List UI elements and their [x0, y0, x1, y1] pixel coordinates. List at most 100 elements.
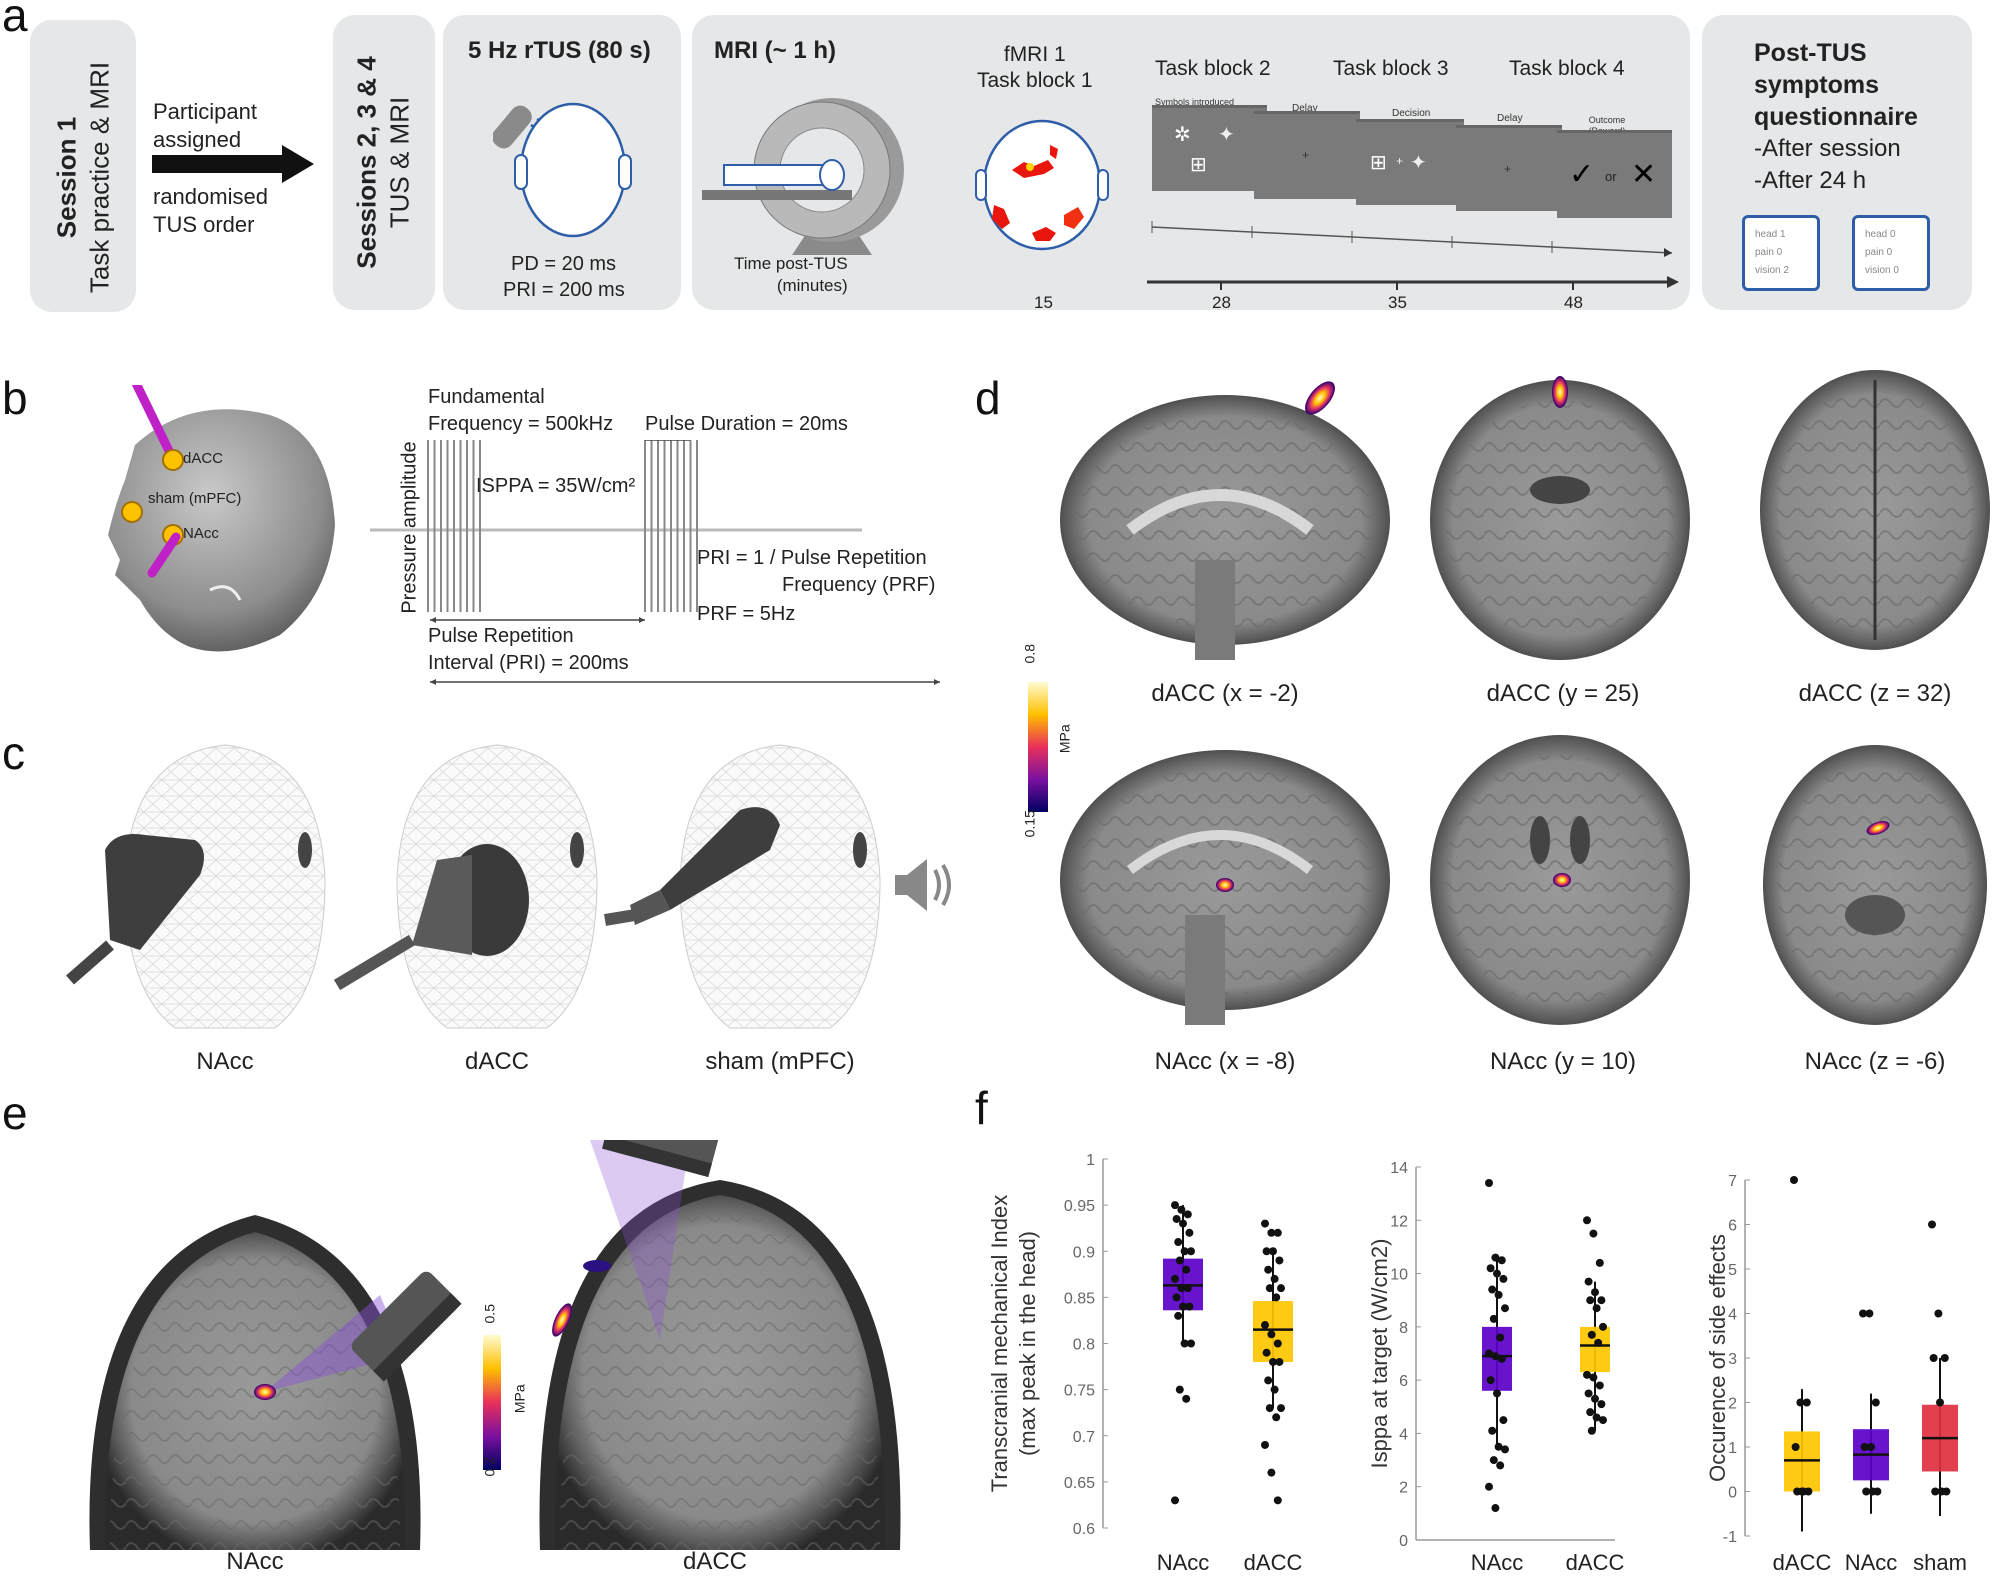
data-point: [1499, 1274, 1508, 1283]
task-screen-delay: +: [1456, 125, 1562, 211]
data-point: [1496, 1333, 1505, 1342]
hotspot-dacc-sagittal: [1000, 370, 1400, 670]
y-tick-label: 1: [1086, 1152, 1095, 1169]
data-point: [1488, 1285, 1497, 1294]
y-axis-title: (max peak in the head): [1015, 1231, 1040, 1456]
time-tick-label: 48: [1564, 293, 1583, 312]
data-point: [1180, 1247, 1189, 1256]
assign-text-top: Participant assigned: [153, 98, 257, 154]
data-point: [1277, 1404, 1285, 1413]
head-label-dacc: dACC: [464, 1048, 530, 1075]
panel-label-a: a: [2, 0, 28, 41]
data-point: [1179, 1302, 1187, 1311]
y-tick-label: -1: [1723, 1529, 1737, 1546]
data-point: [1491, 1253, 1500, 1262]
panel-label-f: f: [975, 1082, 988, 1134]
y-tick-label: 0.8: [1073, 1337, 1095, 1354]
data-point: [1589, 1229, 1598, 1238]
pri-label: Pulse Repetition: [428, 625, 574, 647]
head-nacc: [66, 744, 326, 1029]
data-point: [1934, 1309, 1943, 1318]
card-line: head 0: [1865, 229, 1896, 240]
fmri-label-line: Task block 1: [977, 69, 1093, 92]
card-line: vision 2: [1755, 265, 1789, 276]
data-point: [1273, 1228, 1282, 1237]
data-point: [1174, 1311, 1183, 1320]
data-point: [1928, 1220, 1936, 1229]
data-point: [1497, 1354, 1506, 1363]
data-point: [1171, 1496, 1179, 1505]
x-tick-label: sham: [1913, 1550, 1967, 1573]
sessions234-box: Sessions 2, 3 & 4 TUS & MRI: [333, 15, 435, 310]
coronal-slice-dacc: [1430, 376, 1690, 660]
check-icon: ✓: [1569, 158, 1595, 191]
data-point: [1262, 1348, 1271, 1357]
data-point: [1491, 1352, 1500, 1361]
y-tick-label: 0: [1728, 1485, 1737, 1502]
x-tick-label: dACC: [1244, 1550, 1303, 1573]
rtus-pri: PRI = 200 ms: [503, 279, 625, 301]
card-line: pain 0: [1865, 247, 1893, 258]
simulation-label-dacc: dACC: [682, 1548, 748, 1575]
data-point: [1172, 1293, 1181, 1302]
data-point: [1269, 1357, 1277, 1366]
data-point: [1493, 1269, 1501, 1278]
time-tick-label: 35: [1388, 293, 1407, 312]
y-tick-label: 0.85: [1064, 1290, 1095, 1307]
pri-value: Interval (PRI) = 200ms: [428, 652, 629, 674]
prf: PRF = 5Hz: [697, 603, 796, 625]
data-point: [1179, 1219, 1187, 1228]
colorbar-e: [483, 1335, 501, 1470]
data-point: [1272, 1293, 1281, 1302]
y-tick-label: 12: [1390, 1213, 1408, 1230]
card-line: pain 0: [1755, 247, 1783, 258]
data-point: [1790, 1176, 1798, 1184]
data-point: [1936, 1398, 1944, 1407]
data-point: [1270, 1274, 1279, 1283]
data-point: [1591, 1288, 1599, 1297]
colorbar-unit: MPa: [511, 1384, 528, 1414]
y-tick-label: 0.95: [1064, 1198, 1095, 1215]
y-tick-label: 6: [1728, 1218, 1737, 1235]
data-point: [1591, 1394, 1599, 1403]
data-point: [1177, 1284, 1186, 1293]
data-point: [1265, 1404, 1274, 1413]
data-point: [1595, 1381, 1604, 1390]
session1-text: Session 1 Task practice & MRI: [51, 25, 116, 331]
slice-label: NAcc (z = -6): [1804, 1048, 1946, 1075]
data-point: [1940, 1354, 1949, 1362]
data-point: [1275, 1256, 1284, 1265]
mri-title: MRI (~ 1 h): [714, 37, 837, 64]
data-point: [1499, 1416, 1508, 1425]
rtus-pd: PD = 20 ms: [511, 253, 617, 275]
y-tick-label: 0.9: [1073, 1244, 1095, 1261]
data-point: [1264, 1265, 1273, 1274]
data-point: [1171, 1201, 1179, 1210]
x-tick-label: NAcc: [1845, 1550, 1898, 1573]
data-point: [1187, 1339, 1195, 1348]
data-point: [1485, 1482, 1493, 1491]
data-point: [1584, 1277, 1593, 1286]
data-point: [1793, 1487, 1802, 1496]
colorbar-d: [1028, 682, 1048, 812]
fmri-label-line: fMRI 1: [1003, 43, 1066, 66]
time-label-line: (minutes): [776, 276, 848, 295]
hotspot: [1305, 381, 1335, 415]
data-point: [1501, 1445, 1509, 1454]
screen-label: Delay: [1497, 113, 1523, 124]
data-point: [1262, 1247, 1271, 1256]
data-point: [1587, 1330, 1596, 1339]
questionnaire-card: head 0 pain 0 vision 0: [1852, 215, 1930, 291]
assign-line: assigned: [153, 127, 242, 152]
panel-label-e: e: [2, 1087, 28, 1139]
fundamental-frequency: Frequency = 500kHz: [428, 413, 614, 435]
data-point: [1595, 1258, 1604, 1267]
post-tus-title-line: questionnaire: [1754, 103, 1918, 131]
data-point: [1273, 1496, 1282, 1505]
panel-label-d: d: [975, 372, 1001, 424]
rtus-title: 5 Hz rTUS (80 s): [468, 37, 651, 64]
data-point: [1802, 1398, 1811, 1407]
slice-label: dACC (y = 25): [1486, 680, 1640, 707]
data-point: [1594, 1338, 1603, 1347]
data-point: [1586, 1296, 1595, 1305]
